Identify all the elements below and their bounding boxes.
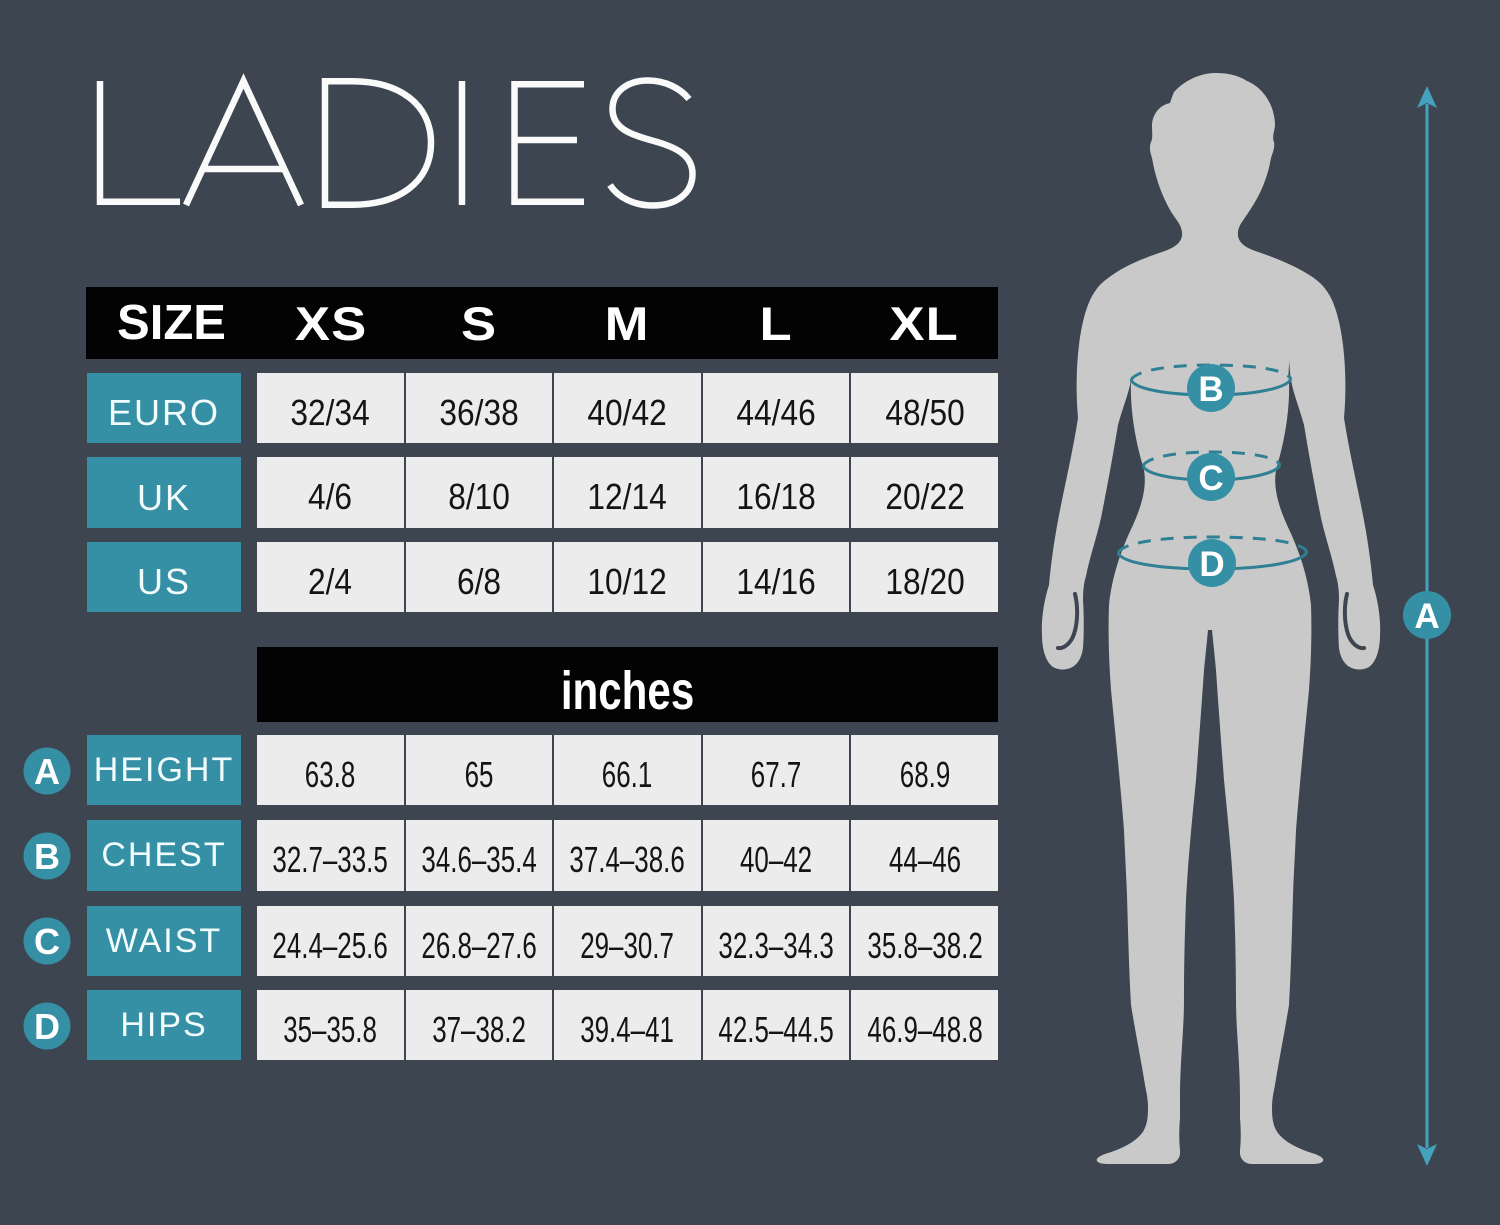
svg-text:C: C [1198, 459, 1223, 498]
svg-text:A: A [34, 751, 60, 792]
svg-text:B: B [34, 836, 60, 877]
svg-text:C: C [34, 921, 60, 962]
svg-text:D: D [1199, 545, 1224, 584]
svg-text:D: D [34, 1006, 60, 1047]
svg-text:B: B [1198, 370, 1223, 409]
svg-text:A: A [1414, 597, 1439, 636]
